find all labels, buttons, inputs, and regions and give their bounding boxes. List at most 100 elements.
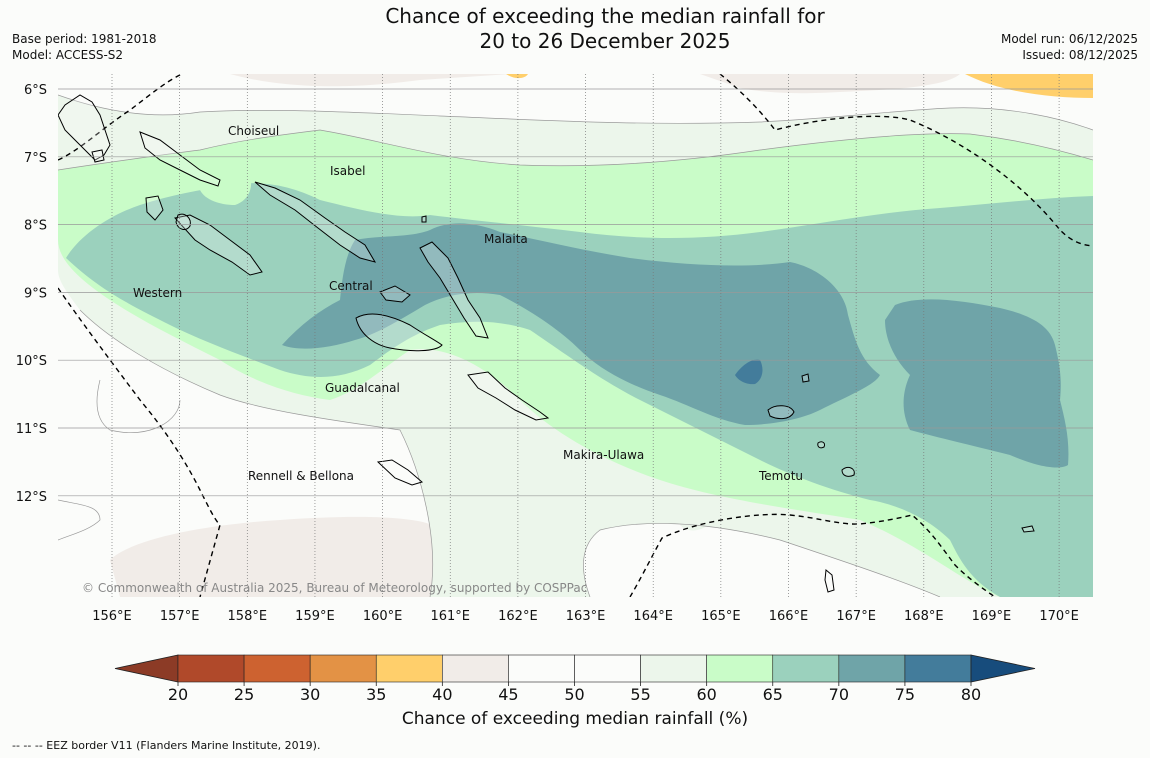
- lon-tick-label: 165°E: [701, 609, 741, 624]
- lon-tick-label: 157°E: [160, 609, 200, 624]
- colorbar-tick-label: 70: [829, 685, 849, 700]
- island-bougainville: [58, 94, 111, 161]
- island-choiseul: [139, 131, 221, 187]
- contour-55-60-patch: [452, 408, 515, 484]
- colorbar-segment: [706, 654, 774, 683]
- region-isabel: Isabel: [330, 164, 365, 178]
- map-title: Chance of exceeding the median rainfall …: [300, 4, 910, 54]
- rainfall-map: 6°S 7°S 8°S 9°S 10°S 11°S 12°S 156°E 157°E 158°E…: [16, 74, 1093, 700]
- colorbar-segment: [442, 654, 509, 683]
- longitude-labels: 156°E 157°E 158°E 159°E 160°E 161°E 162°E 163°E…: [92, 609, 1079, 624]
- contour-70-75: [282, 223, 880, 425]
- colorbar-label: Chance of exceeding median rainfall (%): [401, 709, 749, 729]
- contour-55-60-patch: [680, 516, 715, 531]
- latitude-labels: 6°S 7°S 8°S 9°S 10°S 11°S 12°S: [16, 83, 47, 505]
- island-kolombangara: [175, 213, 191, 230]
- colorbar-tick-label: 35: [366, 685, 386, 700]
- copyright-notice: © Commonwealth of Australia 2025, Bureau…: [82, 581, 587, 595]
- contour-35-40: [506, 74, 528, 79]
- region-western: Western: [133, 286, 182, 300]
- contour-40-45: [58, 74, 510, 87]
- lon-tick-label: 163°E: [566, 609, 606, 624]
- colorbar-tick-label: 75: [895, 685, 915, 700]
- colorbar-extend-low: [114, 654, 179, 683]
- grid-lines: [58, 74, 1093, 597]
- model-run: Model run: 06/12/2025: [1000, 32, 1138, 46]
- colorbar-tick-label: 55: [630, 685, 650, 700]
- model-name: Model: ACCESS-S2: [12, 48, 124, 62]
- lon-tick-label: 159°E: [295, 609, 335, 624]
- contour-40-45: [700, 74, 960, 94]
- colorbar-segment: [640, 654, 707, 683]
- colorbar: 20 25 30 35 40 45 50 55 60 65 70 75 80: [114, 654, 1036, 700]
- colorbar-tick-label: 25: [234, 685, 254, 700]
- island-vella-lavella: [145, 195, 164, 221]
- island-guadalcanal: [355, 313, 443, 352]
- island-torres: [824, 569, 835, 593]
- run-info: Model run: 06/12/2025 Issued: 08/12/2025: [1001, 31, 1138, 63]
- colorbar-segment: [243, 654, 311, 683]
- colorbar-extend-high: [970, 654, 1036, 683]
- colorbar-tick-label: 45: [498, 685, 518, 700]
- island-rennell: [376, 459, 424, 486]
- island-reef-islands: [801, 373, 810, 383]
- lon-tick-label: 156°E: [92, 609, 132, 624]
- colorbar-segment: [508, 654, 575, 683]
- island-santa-cruz: [767, 405, 795, 420]
- contour-75-80: [735, 359, 763, 385]
- contour-35-40: [965, 74, 1093, 98]
- issued-date: Issued: 08/12/2025: [1022, 48, 1138, 62]
- lon-tick-label: 160°E: [363, 609, 403, 624]
- colorbar-segment: [177, 654, 245, 683]
- colorbar-tick-label: 40: [432, 685, 452, 700]
- lon-tick-label: 164°E: [633, 609, 673, 624]
- island-malaita: [419, 241, 489, 339]
- island-shortland: [91, 149, 105, 163]
- island-florida: [379, 285, 411, 303]
- lon-tick-label: 168°E: [904, 609, 944, 624]
- contour-lines: [58, 94, 1093, 597]
- lat-tick-label: 11°S: [16, 422, 47, 437]
- region-makira-ulawa: Makira-Ulawa: [563, 448, 644, 462]
- island-vanikoro: [841, 467, 855, 477]
- colorbar-segment: [375, 654, 443, 683]
- lon-tick-label: 161°E: [430, 609, 470, 624]
- region-central: Central: [329, 279, 373, 293]
- eez-legend: -- -- -- EEZ border V11 (Flanders Marine…: [12, 739, 321, 752]
- colorbar-segment: [772, 654, 840, 683]
- lat-tick-label: 10°S: [16, 354, 47, 369]
- region-guadalcanal: Guadalcanal: [325, 381, 400, 395]
- colorbar-segment: [309, 654, 377, 683]
- island-tikopia: [817, 441, 825, 449]
- eez-border: [58, 74, 1093, 597]
- colorbar-tick-label: 30: [300, 685, 320, 700]
- lon-tick-label: 169°E: [972, 609, 1012, 624]
- colorbar-tick-label: 80: [961, 685, 981, 700]
- colorbar-segment: [838, 654, 906, 683]
- coastlines: [58, 94, 1035, 593]
- colorbar-segment: [904, 654, 972, 683]
- lon-tick-label: 158°E: [228, 609, 268, 624]
- colorbar-segment: [574, 654, 641, 683]
- lat-tick-label: 12°S: [16, 490, 47, 505]
- colorbar-tick-label: 20: [168, 685, 188, 700]
- region-rennell-bellona: Rennell & Bellona: [248, 469, 354, 483]
- base-info: Base period: 1981-2018 Model: ACCESS-S2: [12, 31, 157, 63]
- lat-tick-label: 8°S: [24, 219, 47, 234]
- lon-tick-label: 167°E: [836, 609, 876, 624]
- base-period: Base period: 1981-2018: [12, 32, 157, 46]
- probability-field: [58, 74, 1093, 597]
- region-malaita: Malaita: [484, 232, 528, 246]
- lon-tick-label: 162°E: [498, 609, 538, 624]
- title-line-1: Chance of exceeding the median rainfall …: [385, 4, 825, 28]
- contour-60-65-patch: [200, 168, 252, 205]
- region-labels: Choiseul Isabel Malaita Western Central …: [133, 124, 803, 483]
- colorbar-tick-label: 65: [763, 685, 783, 700]
- contour-70-75: [885, 299, 1069, 468]
- contour-65-70: [66, 183, 1093, 597]
- lon-tick-label: 166°E: [769, 609, 809, 624]
- region-temotu: Temotu: [758, 469, 803, 483]
- island-new-georgia: [174, 214, 263, 276]
- island-makira: [467, 371, 550, 421]
- region-choiseul: Choiseul: [228, 124, 279, 138]
